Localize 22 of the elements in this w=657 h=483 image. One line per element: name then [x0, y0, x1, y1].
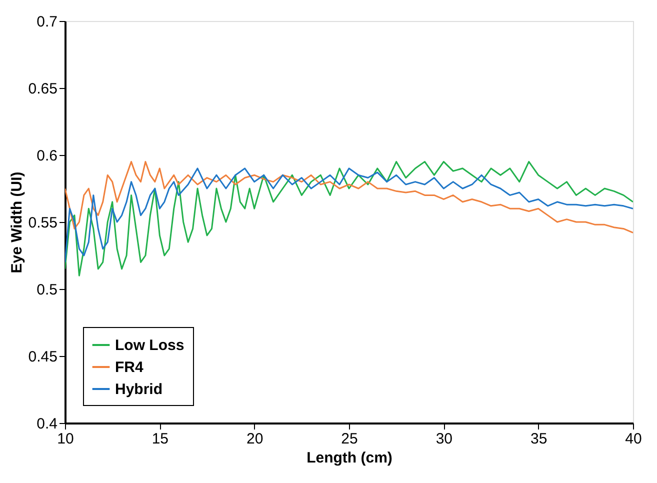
legend-label: FR4 — [115, 359, 144, 376]
x-tick-label: 40 — [625, 430, 642, 448]
x-tick-label: 30 — [436, 430, 453, 448]
y-tick-label: 0.4 — [36, 416, 58, 432]
x-tick-label: 25 — [341, 430, 358, 448]
y-tick-label: 0.7 — [36, 14, 58, 30]
line-series — [65, 160, 633, 234]
y-tick-label: 0.45 — [28, 348, 58, 366]
line-series — [65, 160, 633, 276]
x-tick-label: 20 — [246, 430, 264, 448]
legend-label: Low Loss — [115, 337, 184, 354]
line-series — [65, 168, 633, 263]
x-tick-label: 10 — [57, 430, 74, 448]
y-tick-label: 0.55 — [28, 214, 58, 232]
legend-label: Hybrid — [115, 381, 163, 398]
y-tick-label: 0.65 — [28, 80, 58, 98]
y-tick-label: 0.5 — [36, 282, 58, 298]
x-tick-label: 15 — [152, 430, 169, 448]
y-tick-label: 0.6 — [36, 148, 58, 164]
x-tick-label: 35 — [530, 430, 548, 448]
y-axis-title: Eye Width (UI) — [8, 172, 26, 274]
x-axis-title: Length (cm) — [306, 450, 392, 466]
